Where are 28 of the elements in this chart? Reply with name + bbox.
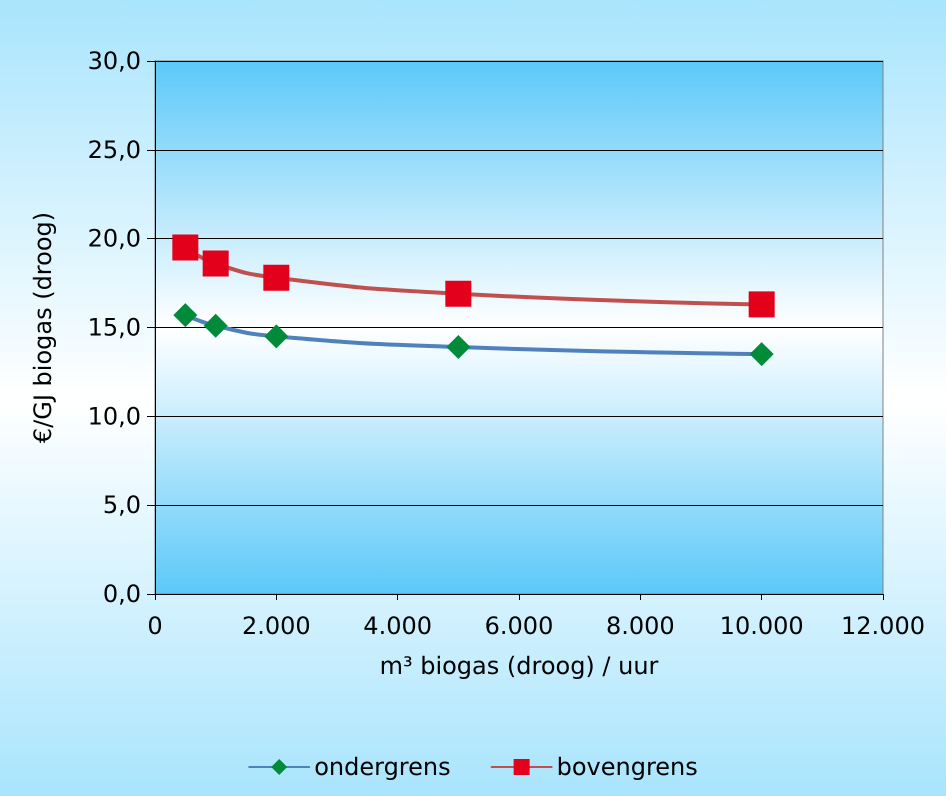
x-tick-label: 8.000 bbox=[606, 612, 675, 640]
legend-label: bovengrens bbox=[556, 753, 698, 781]
y-tick-label: 30,0 bbox=[88, 47, 141, 75]
point bbox=[445, 280, 472, 307]
y-tick-label: 15,0 bbox=[88, 314, 141, 342]
point bbox=[264, 324, 288, 348]
y-tick-label: 25,0 bbox=[88, 136, 141, 164]
point bbox=[173, 303, 198, 328]
x-tick-label: 6.000 bbox=[484, 612, 554, 640]
x-tick-label: 12.000 bbox=[841, 612, 925, 640]
y-tick-label: 20,0 bbox=[88, 224, 141, 253]
point bbox=[263, 264, 290, 291]
x-tick-label: 2.000 bbox=[242, 612, 311, 640]
x-tick-label: 10.000 bbox=[720, 612, 804, 640]
x-tick-label: 0 bbox=[147, 612, 163, 640]
x-tick-label: 4.000 bbox=[363, 612, 432, 640]
y-tick-label: 0,0 bbox=[102, 580, 141, 608]
y-tick-label: 5,0 bbox=[102, 491, 141, 520]
y-axis-title: €/GJ biogas (droog) bbox=[29, 212, 57, 444]
x-axis-title: m³ biogas (droog) / uur bbox=[380, 652, 659, 680]
point bbox=[204, 314, 228, 338]
point bbox=[750, 342, 774, 366]
point bbox=[446, 335, 470, 360]
point bbox=[202, 250, 229, 277]
point bbox=[748, 291, 775, 318]
y-tick-label: 10,0 bbox=[88, 402, 141, 430]
point bbox=[172, 234, 198, 261]
legend-label: ondergrens bbox=[314, 753, 451, 781]
